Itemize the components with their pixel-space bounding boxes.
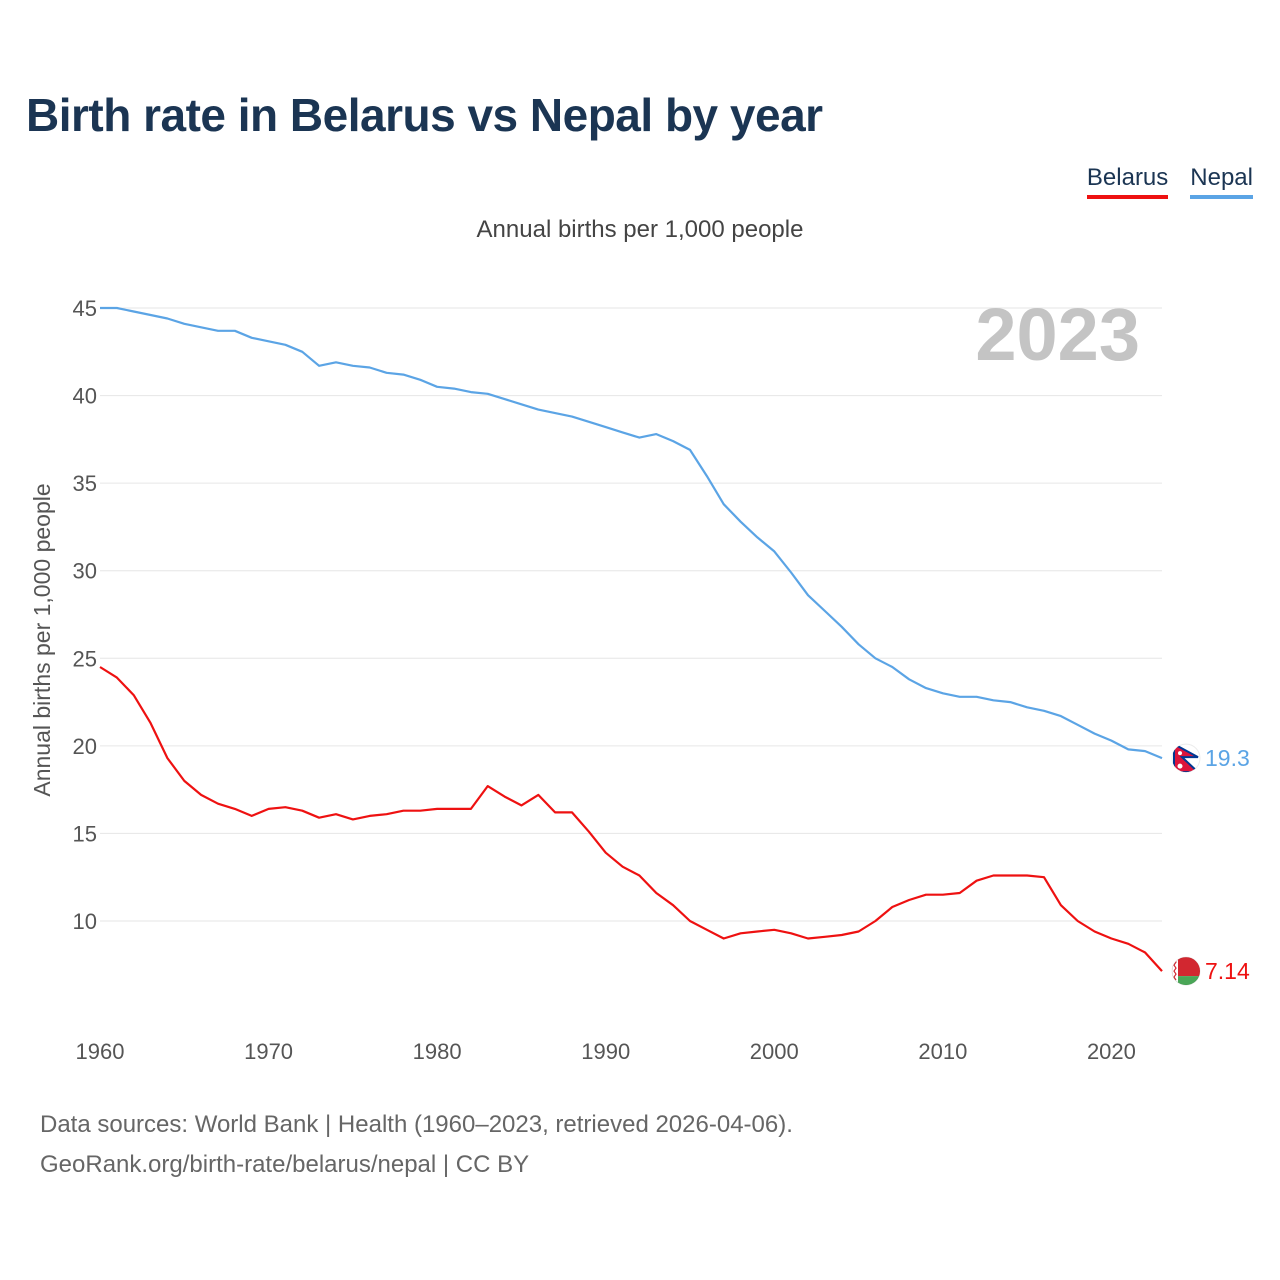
legend-item-belarus[interactable]: Belarus	[1086, 164, 1169, 199]
footer: Data sources: World Bank | Health (1960–…	[40, 1105, 793, 1185]
x-tick-label: 2020	[1087, 1039, 1136, 1064]
end-value-label-nepal: 19.3	[1205, 745, 1250, 771]
x-tick-label: 1980	[413, 1039, 462, 1064]
y-tick-label: 20	[73, 734, 97, 759]
x-tick-label: 2000	[750, 1039, 799, 1064]
y-tick-label: 25	[73, 646, 97, 671]
year-watermark: 2023	[975, 293, 1140, 376]
y-tick-label: 10	[73, 909, 97, 934]
legend: Belarus Nepal	[1086, 164, 1253, 199]
end-value-label-belarus: 7.14	[1205, 958, 1250, 984]
y-tick-label: 35	[73, 471, 97, 496]
y-tick-label: 40	[73, 384, 97, 409]
chart-subtitle: Annual births per 1,000 people	[476, 216, 804, 243]
y-tick-label: 15	[73, 821, 97, 846]
nepal-flag-icon	[1171, 743, 1201, 773]
x-tick-label: 1990	[581, 1039, 630, 1064]
x-tick-label: 2010	[918, 1039, 967, 1064]
series-line-belarus[interactable]	[99, 666, 1163, 972]
y-axis-label: Annual births per 1,000 people	[29, 483, 55, 796]
legend-item-nepal[interactable]: Nepal	[1190, 164, 1253, 199]
y-tick-label: 45	[73, 296, 97, 321]
source-link[interactable]: GeoRank.org/birth-rate/belarus/nepal | C…	[40, 1151, 530, 1178]
series-line-nepal[interactable]	[100, 306, 1163, 760]
x-tick-label: 1960	[76, 1039, 125, 1064]
chart-title: Birth rate in Belarus vs Nepal by year	[26, 89, 823, 141]
data-sources-text: Data sources: World Bank | Health (1960–…	[40, 1111, 793, 1138]
y-tick-label: 30	[73, 559, 97, 584]
belarus-flag-icon	[1171, 956, 1201, 986]
x-tick-label: 1970	[244, 1039, 293, 1064]
